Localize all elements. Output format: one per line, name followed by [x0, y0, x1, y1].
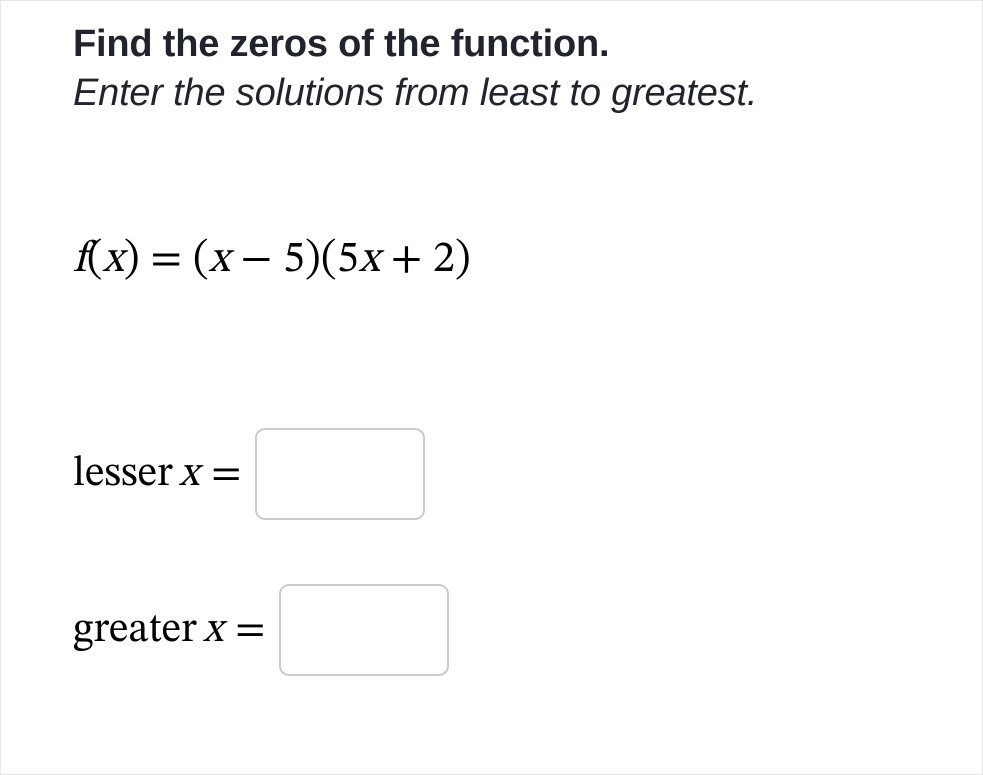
- greater-answer-row: greaterx =: [73, 584, 937, 676]
- equation-op-2: +: [380, 238, 433, 282]
- question-frame: Find the zeros of the function. Enter th…: [0, 0, 983, 775]
- lesser-equals: =: [211, 448, 241, 501]
- equation-lparen-3: (: [321, 238, 337, 282]
- greater-input[interactable]: [279, 584, 449, 676]
- equation-fn: f: [73, 238, 87, 282]
- question-title: Find the zeros of the function.: [73, 23, 937, 66]
- equation-var-lhs: x: [103, 238, 124, 282]
- equation-op-1: −: [230, 238, 283, 282]
- equation-lparen-1: (: [87, 238, 103, 282]
- equation-rparen-1: ): [124, 238, 140, 282]
- equation: f(x) = (x − 5)(5x + 2): [73, 233, 937, 288]
- equation-coef-2: 5: [337, 238, 359, 282]
- greater-label-word: greater: [73, 609, 197, 651]
- equation-var-2: x: [359, 238, 380, 282]
- lesser-label-word: lesser: [73, 453, 173, 495]
- equation-equals: =: [140, 238, 193, 282]
- equation-lparen-2: (: [193, 238, 209, 282]
- equation-const-2: 2: [433, 238, 455, 282]
- lesser-input[interactable]: [255, 428, 425, 520]
- lesser-answer-row: lesserx =: [73, 428, 937, 520]
- greater-label: greaterx: [73, 604, 229, 657]
- lesser-label: lesserx: [73, 448, 205, 501]
- question-subtitle: Enter the solutions from least to greate…: [73, 72, 937, 115]
- equation-var-1: x: [209, 238, 230, 282]
- greater-equals: =: [235, 604, 265, 657]
- equation-const-1: 5: [283, 238, 305, 282]
- greater-label-var: x: [203, 609, 223, 651]
- answers-section: lesserx = greaterx =: [73, 428, 937, 676]
- equation-rparen-2: ): [305, 238, 321, 282]
- lesser-label-var: x: [179, 453, 199, 495]
- equation-rparen-3: ): [455, 238, 471, 282]
